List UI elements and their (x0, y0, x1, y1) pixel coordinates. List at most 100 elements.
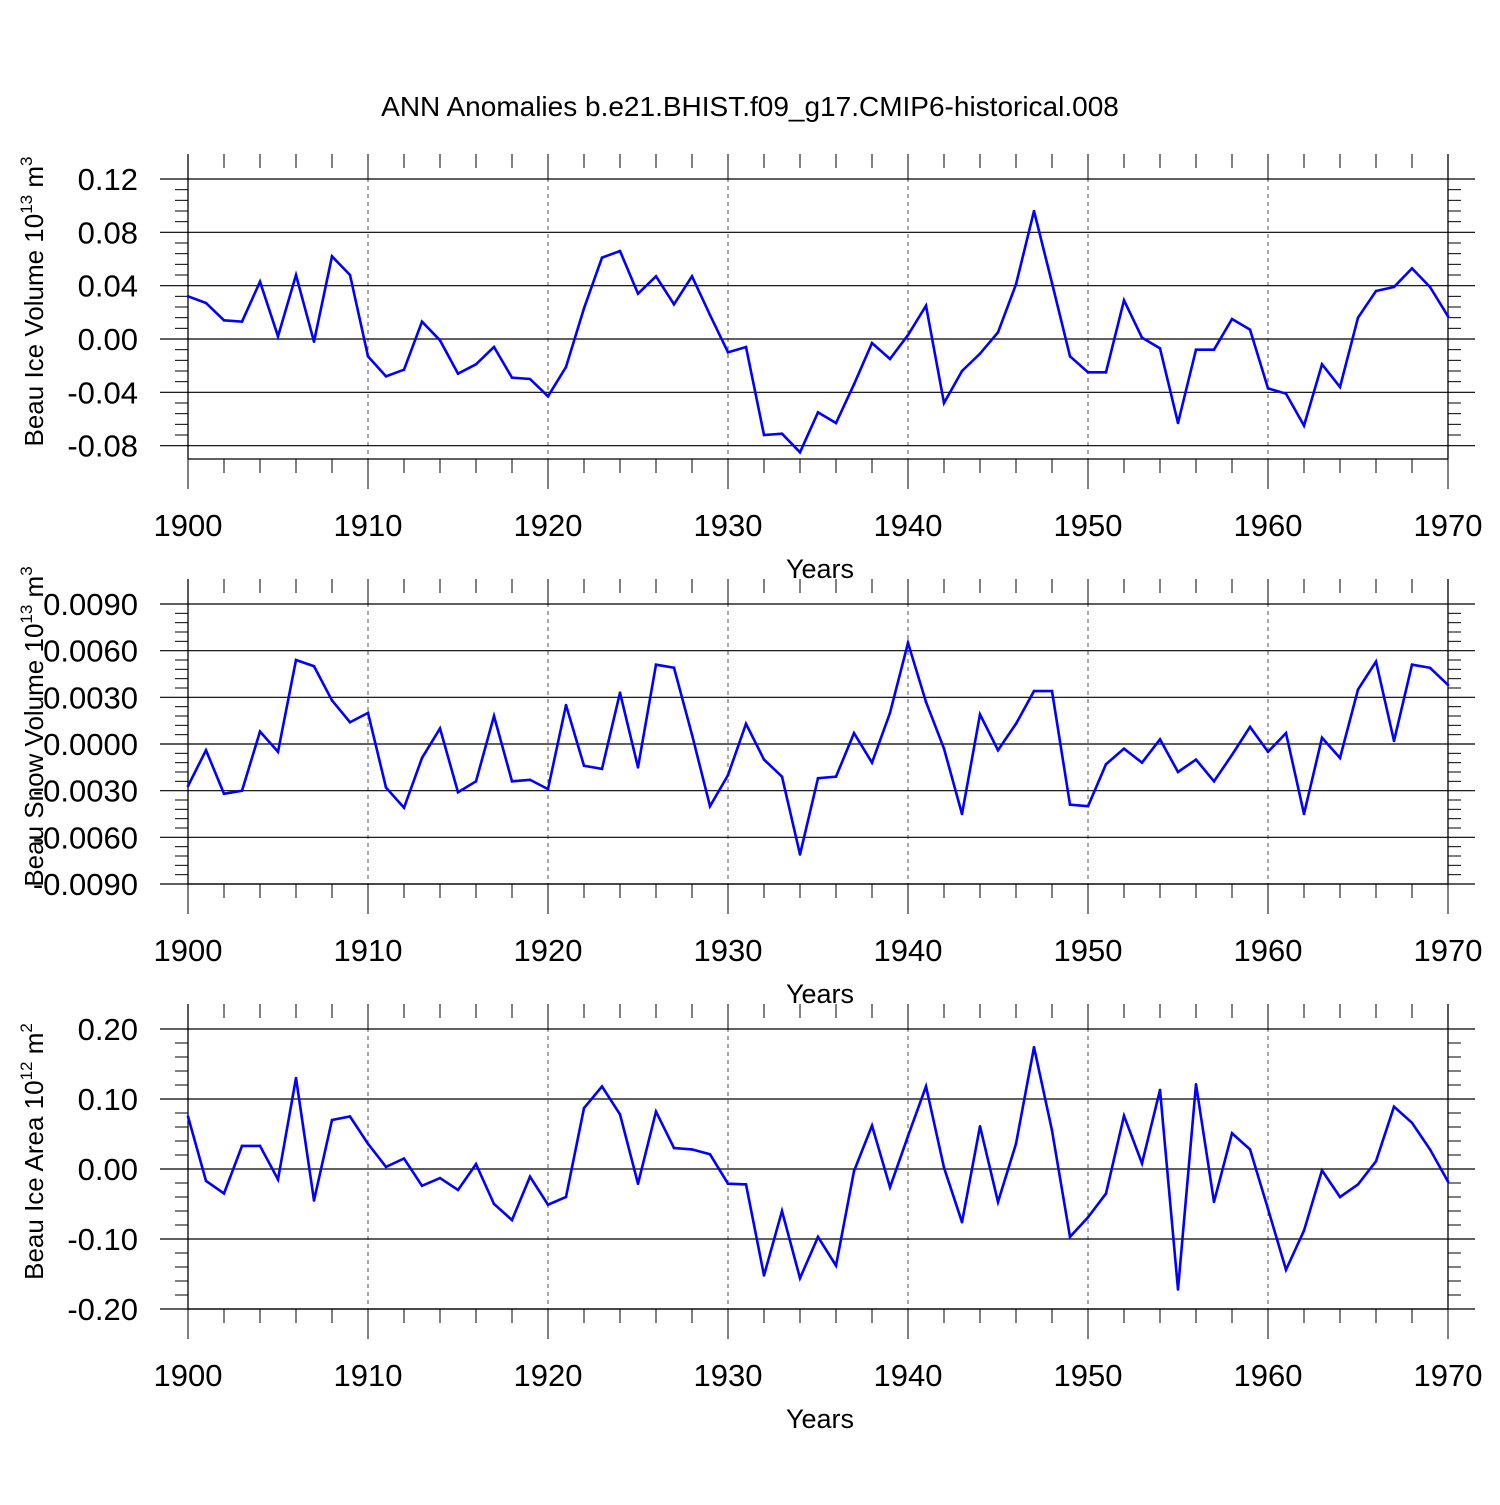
x-tick-label: 1920 (514, 933, 583, 968)
data-point (456, 372, 460, 375)
data-point (798, 853, 802, 856)
data-point (1122, 299, 1126, 302)
y-tick-label: -0.20 (67, 1292, 138, 1327)
data-point (348, 273, 352, 277)
data-point (942, 401, 946, 405)
data-point (276, 335, 280, 338)
data-point (510, 376, 514, 379)
data-point (564, 703, 568, 707)
data-point (366, 1142, 370, 1146)
data-point (492, 714, 496, 718)
data-point (1212, 1200, 1216, 1204)
data-point (1392, 1105, 1396, 1108)
data-point (996, 331, 1000, 334)
data-point (654, 663, 658, 666)
data-point (672, 303, 676, 306)
data-point (762, 758, 766, 761)
data-point (312, 340, 316, 343)
data-point (222, 792, 226, 796)
data-point (1410, 267, 1414, 270)
y-label-main: Beau Ice Volume 10 (19, 214, 49, 447)
data-point (528, 377, 532, 381)
x-tick-label: 1910 (334, 933, 403, 968)
x-tick-label: 1940 (874, 508, 943, 543)
data-point (1122, 1114, 1126, 1118)
data-point (600, 256, 604, 259)
data-point (978, 352, 982, 355)
data-point (834, 421, 838, 425)
data-point (1356, 688, 1360, 691)
data-point (762, 1274, 766, 1277)
y-label-unit-exponent: 3 (17, 157, 36, 166)
data-point (1140, 336, 1144, 339)
data-point (366, 711, 370, 715)
data-point (276, 1178, 280, 1181)
data-point (1248, 725, 1252, 729)
x-tick-label: 1970 (1414, 933, 1483, 968)
data-point (600, 767, 604, 771)
y-label-unit-exponent: 2 (17, 1023, 36, 1032)
y-tick-label: 0.0000 (43, 727, 138, 762)
data-point (528, 1175, 532, 1178)
data-point (294, 1076, 298, 1080)
data-point (1338, 385, 1342, 389)
data-point (1032, 1045, 1036, 1049)
data-point (240, 789, 244, 792)
data-point (438, 1176, 442, 1180)
y-label-exponent: 12 (17, 1061, 36, 1080)
data-point (402, 1157, 406, 1160)
data-point (276, 750, 280, 754)
data-point (690, 1148, 694, 1151)
y-label-exponent: 13 (17, 195, 36, 214)
y-label-main: Beau Ice Area 10 (19, 1080, 49, 1279)
x-tick-label: 1950 (1054, 508, 1123, 543)
data-point (1284, 731, 1288, 735)
data-point (1230, 317, 1234, 321)
data-point (852, 383, 856, 386)
y-tick-label: 0.00 (78, 322, 138, 357)
series-line (187, 210, 1450, 455)
data-point (1086, 804, 1090, 808)
data-point (366, 355, 370, 358)
data-point (618, 691, 622, 694)
data-point (1374, 660, 1378, 663)
data-point (1374, 289, 1378, 293)
data-point (744, 345, 748, 349)
data-point (204, 301, 208, 305)
data-point (1392, 285, 1396, 289)
x-tick-label: 1940 (874, 933, 943, 968)
data-point (618, 1113, 622, 1116)
data-point (852, 731, 856, 735)
data-point (600, 1085, 604, 1088)
data-point (1248, 1148, 1252, 1151)
data-point (456, 1188, 460, 1192)
x-tick-label: 1970 (1414, 1358, 1483, 1393)
data-point (1212, 348, 1216, 351)
data-point (420, 756, 424, 760)
data-point (1032, 689, 1036, 693)
data-point (1374, 1160, 1378, 1163)
chart-title: ANN Anomalies b.e21.BHIST.f09_g17.CMIP6-… (381, 91, 1119, 122)
data-point (186, 1115, 190, 1118)
data-point (888, 357, 892, 361)
data-point (1176, 421, 1180, 425)
data-point (1266, 750, 1270, 754)
data-point (222, 1192, 226, 1195)
x-tick-label: 1950 (1054, 1358, 1123, 1393)
data-point (186, 295, 190, 298)
data-point (204, 1179, 208, 1183)
data-point (1446, 1180, 1450, 1183)
data-point (816, 411, 820, 414)
y-label-exponent: 13 (17, 605, 36, 624)
y-tick-label: 0.00 (78, 1152, 138, 1187)
x-tick-label: 1920 (514, 1358, 583, 1393)
data-point (420, 320, 424, 323)
data-point (1320, 363, 1324, 366)
x-axis-label: Years (786, 979, 854, 1009)
data-point (510, 780, 514, 783)
data-point (960, 1220, 964, 1224)
data-point (384, 786, 388, 789)
data-point (924, 700, 928, 704)
data-point (942, 1166, 946, 1169)
y-tick-label: 0.0030 (43, 680, 138, 715)
